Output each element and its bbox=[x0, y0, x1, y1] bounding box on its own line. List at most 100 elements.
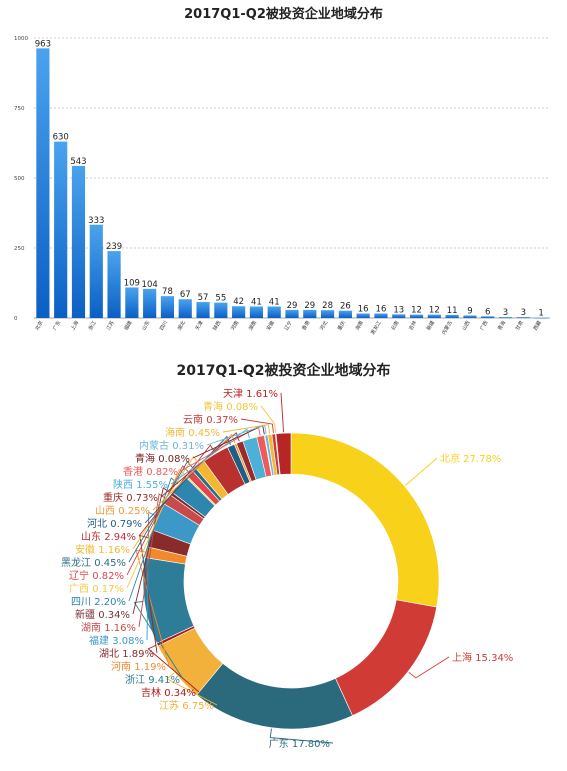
bar-value-label: 41 bbox=[251, 298, 262, 308]
bar-value-label: 9 bbox=[467, 306, 472, 316]
bar-x-tick-label: 黑龙江 bbox=[369, 320, 383, 337]
bar-value-label: 78 bbox=[162, 287, 173, 297]
bar-x-tick-label: 新疆 bbox=[425, 320, 436, 332]
bar-y-tick-label: 1000 bbox=[14, 36, 28, 42]
bar-value-label: 630 bbox=[53, 133, 69, 143]
bar-value-label: 28 bbox=[322, 301, 333, 311]
bar bbox=[249, 306, 263, 318]
bar bbox=[178, 299, 192, 318]
donut-leader-line bbox=[269, 728, 334, 744]
donut-leader-line bbox=[222, 424, 271, 434]
bar bbox=[71, 165, 86, 318]
bar-value-label: 16 bbox=[358, 305, 369, 315]
donut-slice-label: 福建 3.08% bbox=[89, 634, 144, 647]
bar-value-label: 12 bbox=[429, 306, 440, 316]
bar-x-tick-label: 重庆 bbox=[336, 320, 347, 332]
donut-slice-label: 吉林 0.34% bbox=[141, 686, 196, 699]
donut-slice-label: 香港 0.82% bbox=[123, 466, 178, 478]
bar-x-tick-label: 海南 bbox=[354, 320, 365, 332]
bar-value-label: 963 bbox=[35, 39, 51, 49]
bar bbox=[534, 317, 548, 319]
bar-x-tick-label: 安徽 bbox=[265, 320, 276, 332]
bar bbox=[516, 317, 530, 318]
bar bbox=[36, 48, 50, 319]
donut-slice-label: 河北 0.79% bbox=[87, 518, 142, 530]
donut-slice-label: 天津 1.61% bbox=[223, 388, 278, 400]
bar-x-tick-label: 北京 bbox=[34, 320, 45, 332]
bar-x-tick-label: 甘肃 bbox=[514, 320, 525, 332]
donut-leader-line bbox=[408, 656, 450, 679]
donut-slice bbox=[290, 432, 440, 608]
bar bbox=[303, 309, 317, 318]
bar bbox=[89, 224, 103, 318]
donut-leader-line bbox=[126, 465, 190, 576]
bar bbox=[214, 302, 228, 318]
donut-slice-label: 新疆 0.34% bbox=[75, 608, 130, 621]
bar-x-tick-label: 西藏 bbox=[532, 320, 543, 332]
bar-value-label: 41 bbox=[269, 298, 280, 308]
bar-value-label: 42 bbox=[233, 297, 244, 307]
donut-chart-title: 2017Q1-Q2被投资企业地域分布 bbox=[176, 362, 390, 379]
bar-x-tick-label: 内蒙古 bbox=[440, 320, 454, 337]
bar bbox=[427, 314, 441, 318]
donut-leader-line bbox=[170, 428, 250, 485]
bar-x-tick-label: 辽宁 bbox=[283, 320, 294, 332]
donut-leader-line bbox=[260, 405, 277, 433]
donut-leader-line bbox=[146, 511, 158, 641]
bar bbox=[338, 310, 352, 318]
bar-value-label: 29 bbox=[287, 301, 298, 311]
bar-x-tick-label: 吉林 bbox=[407, 320, 418, 332]
bar bbox=[374, 313, 388, 318]
bar bbox=[481, 316, 495, 318]
donut-slice-label: 湖南 1.16% bbox=[81, 621, 136, 634]
donut-leader-line bbox=[240, 418, 274, 434]
bar-x-tick-label: 广东 bbox=[51, 320, 62, 332]
donut-slice-label: 广西 0.17% bbox=[69, 583, 124, 595]
bar-series: 963北京630广东543上海333浙江239江苏109福建104山东78四川6… bbox=[34, 39, 548, 336]
bar-x-tick-label: 江苏 bbox=[105, 320, 116, 332]
donut-slice-label: 湖北 1.89% bbox=[99, 648, 154, 660]
bar-x-tick-label: 青海 bbox=[496, 319, 507, 331]
donut-slice-label: 安徽 1.16% bbox=[75, 543, 130, 556]
bar-value-label: 543 bbox=[70, 157, 86, 167]
bar bbox=[267, 306, 281, 318]
donut-slice-label: 山东 2.94% bbox=[81, 530, 136, 543]
donut-slice bbox=[196, 662, 353, 730]
bar-x-tick-label: 云南 bbox=[389, 320, 400, 332]
donut-slice-label: 内蒙古 0.31% bbox=[139, 439, 204, 452]
donut-slice-label: 江苏 6.75% bbox=[159, 699, 214, 712]
bar bbox=[463, 315, 477, 318]
bar-value-label: 1 bbox=[538, 309, 543, 319]
donut-slice-label: 重庆 0.73% bbox=[103, 491, 158, 504]
donut-slices bbox=[142, 432, 440, 730]
donut-leader-line bbox=[280, 392, 284, 433]
donut-slice bbox=[335, 599, 438, 717]
bar-y-tick-label: 250 bbox=[14, 246, 25, 252]
donut-slice-label: 黑龙江 0.45% bbox=[61, 556, 126, 569]
bar-x-tick-label: 山西 bbox=[461, 320, 472, 332]
bar-value-label: 57 bbox=[198, 293, 209, 303]
donut-chart: 2017Q1-Q2被投资企业地域分布 北京 27.78% 上海 15.34% 广东 … bbox=[61, 362, 513, 750]
bar-x-tick-label: 湖北 bbox=[176, 320, 187, 332]
bar-x-tick-label: 四川 bbox=[159, 320, 169, 332]
bar bbox=[232, 306, 246, 318]
bar-x-tick-label: 广西 bbox=[478, 320, 489, 332]
donut-slice-label: 四川 2.20% bbox=[71, 597, 126, 608]
bar bbox=[392, 314, 406, 318]
bar bbox=[498, 317, 513, 318]
bar-value-label: 16 bbox=[376, 305, 387, 315]
bar-y-ticks: 0 250 500 750 1000 bbox=[14, 36, 28, 322]
bar bbox=[285, 309, 299, 318]
bar-x-tick-label: 陕西 bbox=[211, 320, 222, 332]
bar bbox=[143, 288, 157, 318]
bar bbox=[196, 302, 210, 318]
donut-leader-line bbox=[404, 457, 438, 486]
bar bbox=[107, 251, 121, 318]
bar-x-tick-label: 香港 bbox=[300, 320, 311, 332]
donut-slice-label: 青海 0.08% bbox=[135, 452, 190, 465]
bar-value-label: 55 bbox=[215, 294, 226, 304]
bar-y-tick-label: 750 bbox=[14, 106, 25, 112]
donut-slice-label: 陕西 1.55% bbox=[113, 478, 168, 491]
